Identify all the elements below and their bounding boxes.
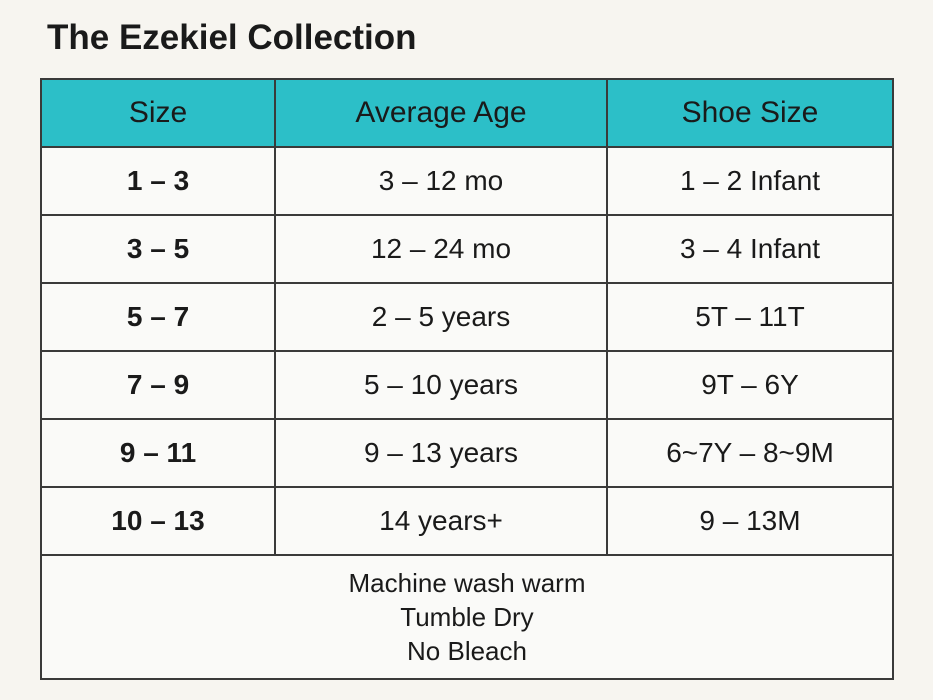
table-cell: 6~7Y – 8~9M bbox=[606, 418, 894, 488]
table-cell: 9 – 11 bbox=[40, 418, 276, 488]
table-cell: 5 – 10 years bbox=[274, 350, 608, 420]
table-cell: 3 – 12 mo bbox=[274, 146, 608, 216]
table-cell: 9T – 6Y bbox=[606, 350, 894, 420]
header-cell: Average Age bbox=[274, 78, 608, 148]
table-cell: 5 – 7 bbox=[40, 282, 276, 352]
table-row: 3 – 5 12 – 24 mo 3 – 4 Infant bbox=[40, 214, 894, 284]
table-cell: 9 – 13 years bbox=[274, 418, 608, 488]
table-cell: 7 – 9 bbox=[40, 350, 276, 420]
table-row: 9 – 11 9 – 13 years 6~7Y – 8~9M bbox=[40, 418, 894, 488]
table-row: 10 – 13 14 years+ 9 – 13M bbox=[40, 486, 894, 556]
table-cell: 1 – 3 bbox=[40, 146, 276, 216]
table-cell: 10 – 13 bbox=[40, 486, 276, 556]
header-cell: Size bbox=[40, 78, 276, 148]
table-cell: 3 – 5 bbox=[40, 214, 276, 284]
header-row: Size Average Age Shoe Size bbox=[40, 78, 894, 148]
care-note: Machine wash warm bbox=[348, 568, 586, 598]
care-note: Tumble Dry bbox=[400, 602, 534, 632]
table-cell: 3 – 4 Infant bbox=[606, 214, 894, 284]
care-note: No Bleach bbox=[407, 636, 527, 666]
notes-cell: Machine wash warm Tumble Dry No Bleach bbox=[40, 554, 894, 680]
table-cell: 2 – 5 years bbox=[274, 282, 608, 352]
title: The Ezekiel Collection bbox=[47, 18, 417, 57]
table-cell: 1 – 2 Infant bbox=[606, 146, 894, 216]
table-cell: 12 – 24 mo bbox=[274, 214, 608, 284]
table-cell: 14 years+ bbox=[274, 486, 608, 556]
notes-row: Machine wash warm Tumble Dry No Bleach bbox=[40, 554, 894, 680]
table-cell: 9 – 13M bbox=[606, 486, 894, 556]
table-cell: 5T – 11T bbox=[606, 282, 894, 352]
header-cell: Shoe Size bbox=[606, 78, 894, 148]
